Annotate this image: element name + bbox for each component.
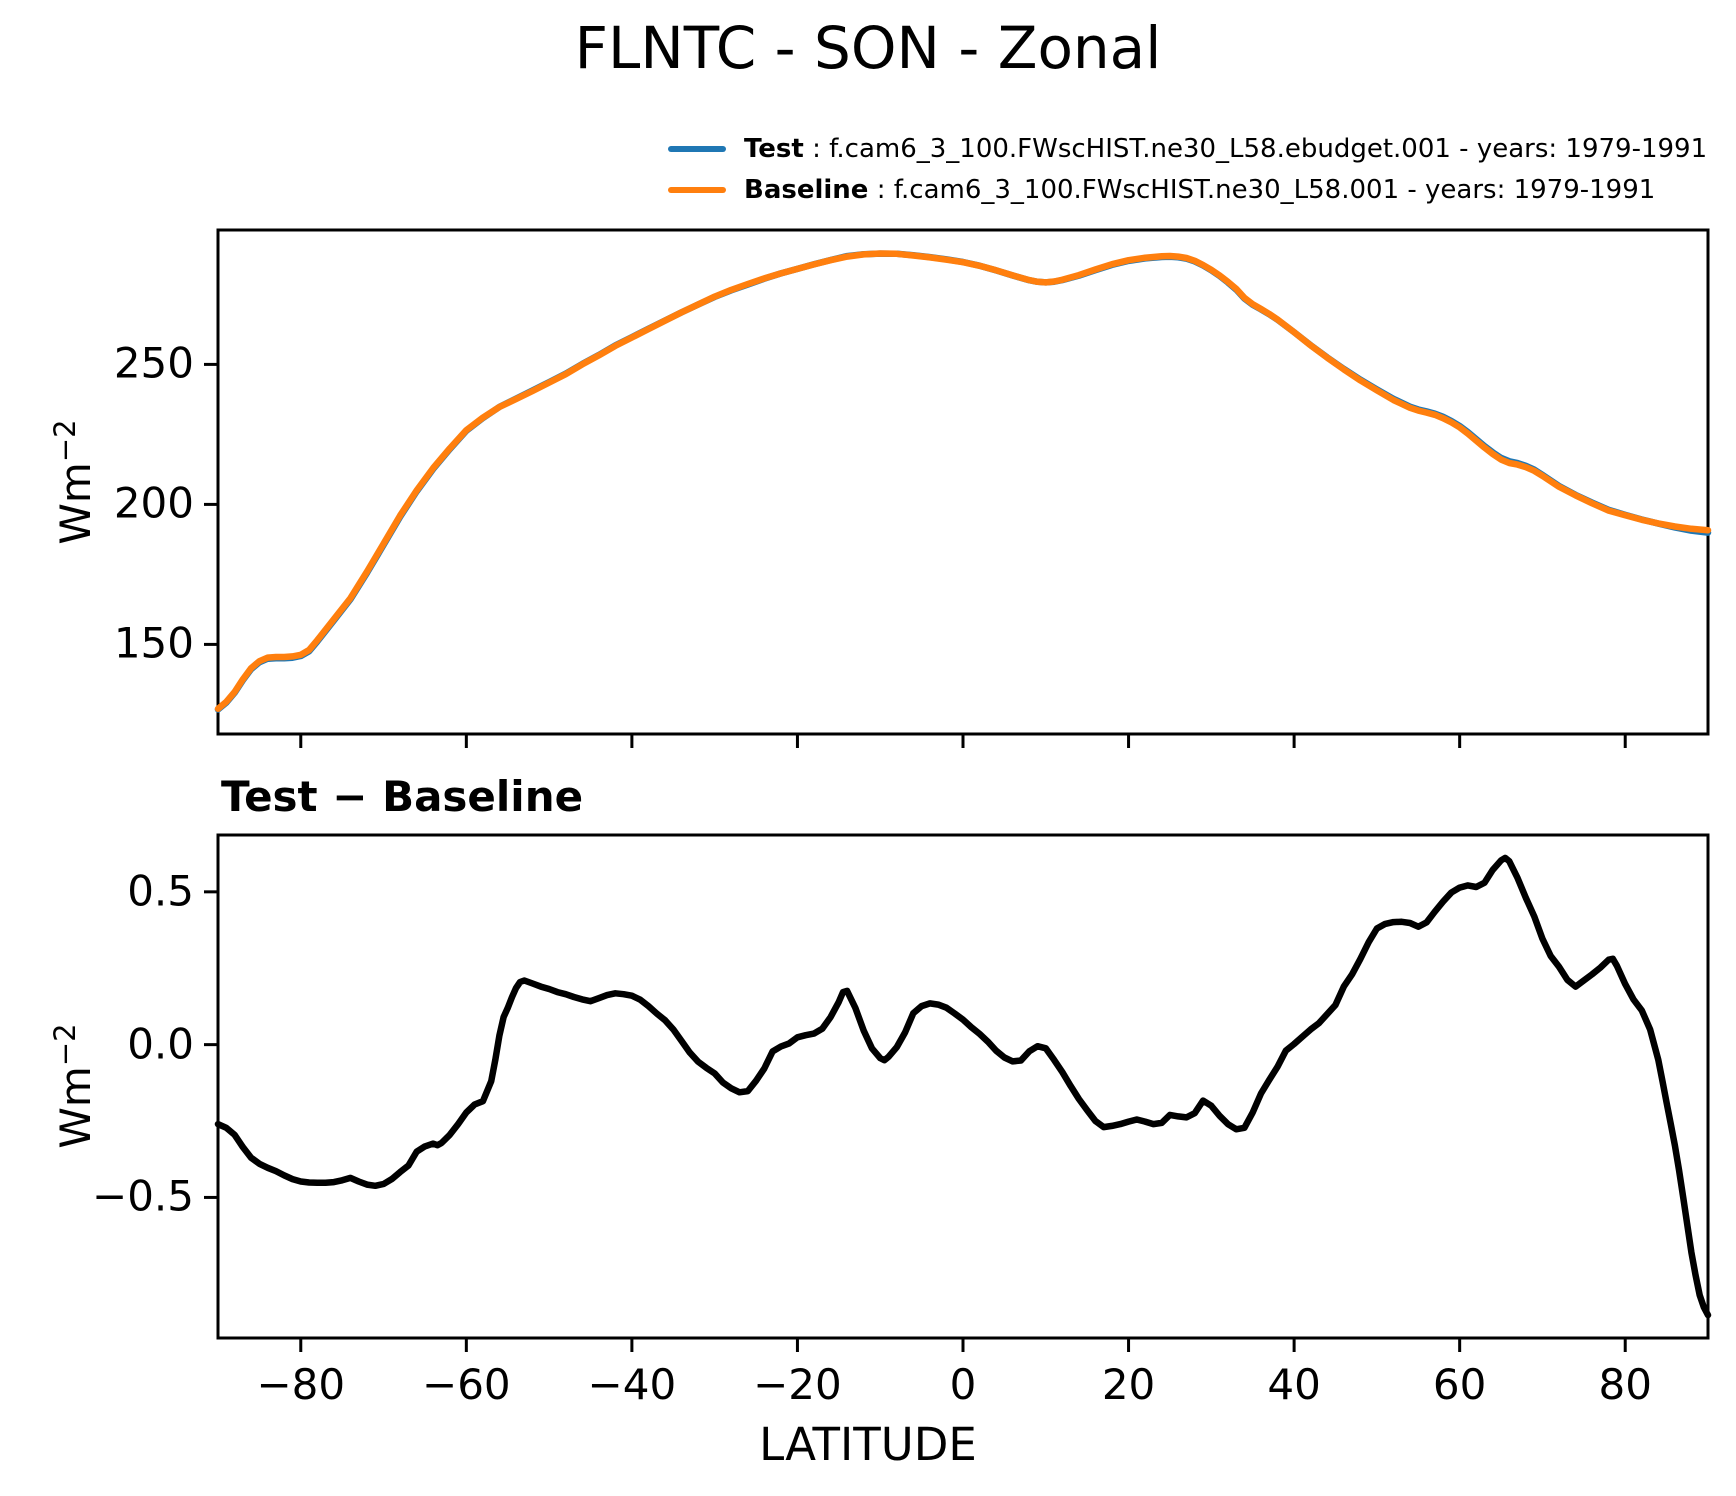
- x-tick-label: −60: [422, 1360, 511, 1409]
- legend-test-desc: : f.cam6_3_100.FWscHIST.ne30_L58.ebudget…: [803, 133, 1708, 164]
- legend-entry-baseline-text: Baseline : f.cam6_3_100.FWscHIST.ne30_L5…: [744, 175, 1655, 205]
- legend-baseline-desc: : f.cam6_3_100.FWscHIST.ne30_L58.001 - y…: [868, 174, 1656, 205]
- difference-frame: [216, 833, 1710, 1340]
- x-tick-label: 20: [1101, 1360, 1156, 1409]
- test-line: [214, 250, 1712, 713]
- baseline-line: [214, 250, 1712, 713]
- legend-entry-baseline: Baseline : f.cam6_3_100.FWscHIST.ne30_L5…: [668, 169, 1707, 210]
- x-tick-label: 80: [1598, 1360, 1652, 1409]
- legend-baseline-label: Baseline: [744, 174, 869, 205]
- y-tick-label: −0.5: [92, 1171, 194, 1221]
- legend-entry-test: Test : f.cam6_3_100.FWscHIST.ne30_L58.eb…: [668, 128, 1707, 169]
- x-tick-label: 40: [1267, 1360, 1321, 1409]
- y-tick-label: 0.0: [127, 1019, 194, 1069]
- x-tick-label: −80: [256, 1360, 346, 1409]
- x-tick-label: 0: [949, 1360, 977, 1409]
- y-tick-label: 0.5: [127, 866, 194, 916]
- test-line-swatch: [668, 145, 726, 152]
- x-tick-label: −40: [587, 1360, 677, 1409]
- y-tick-label: 200: [113, 478, 194, 528]
- zonal-mean-frame: [216, 228, 1710, 736]
- legend: Test : f.cam6_3_100.FWscHIST.ne30_L58.eb…: [668, 128, 1707, 210]
- diff-line: [214, 854, 1712, 1319]
- y-tick-label: 250: [113, 338, 194, 388]
- x-axis-label: LATITUDE: [759, 1418, 977, 1471]
- legend-entry-test-text: Test : f.cam6_3_100.FWscHIST.ne30_L58.eb…: [744, 134, 1707, 164]
- x-tick-label: 60: [1432, 1360, 1487, 1409]
- page-title: FLNTC - SON - Zonal: [574, 14, 1162, 82]
- baseline-line-swatch: [668, 186, 726, 193]
- y-tick-label: 150: [113, 618, 194, 668]
- difference-panel-title: Test − Baseline: [221, 772, 584, 821]
- legend-test-label: Test: [744, 133, 804, 164]
- x-tick-label: −20: [753, 1360, 842, 1409]
